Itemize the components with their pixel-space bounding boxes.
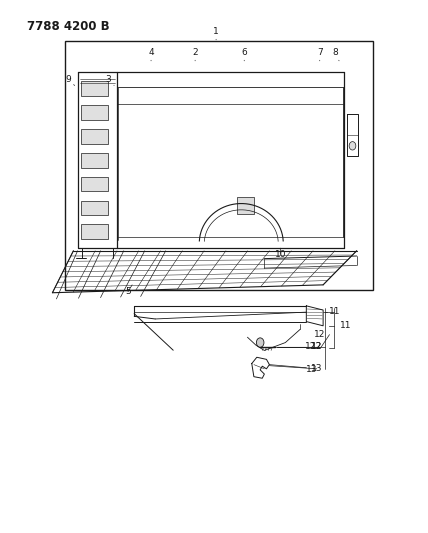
Text: 11: 11 [330, 307, 341, 316]
Text: 13: 13 [311, 365, 322, 373]
Text: 12: 12 [306, 342, 317, 351]
Text: 3: 3 [105, 75, 114, 85]
Bar [65, 41, 374, 290]
Text: 13: 13 [306, 365, 318, 374]
Text: 4: 4 [148, 49, 154, 61]
Bar [81, 177, 108, 191]
Bar [81, 153, 108, 167]
Text: 8: 8 [333, 49, 339, 61]
Text: 10: 10 [274, 248, 286, 259]
Bar [237, 197, 254, 214]
Bar [81, 224, 108, 239]
Bar [81, 200, 108, 215]
Text: 12: 12 [311, 342, 322, 351]
Text: 7: 7 [317, 49, 323, 61]
Text: 9: 9 [65, 75, 74, 85]
Circle shape [349, 142, 356, 150]
Bar [81, 129, 108, 144]
Text: 12: 12 [310, 342, 322, 351]
Bar [81, 82, 108, 96]
Text: 1: 1 [213, 28, 219, 40]
Text: 7788 4200 B: 7788 4200 B [27, 20, 110, 33]
Text: 2: 2 [192, 49, 198, 61]
Circle shape [256, 338, 264, 348]
Text: 6: 6 [241, 49, 247, 61]
Text: 12: 12 [314, 330, 325, 339]
Text: 5: 5 [125, 285, 132, 296]
Bar [81, 106, 108, 120]
Text: 11: 11 [340, 321, 351, 330]
